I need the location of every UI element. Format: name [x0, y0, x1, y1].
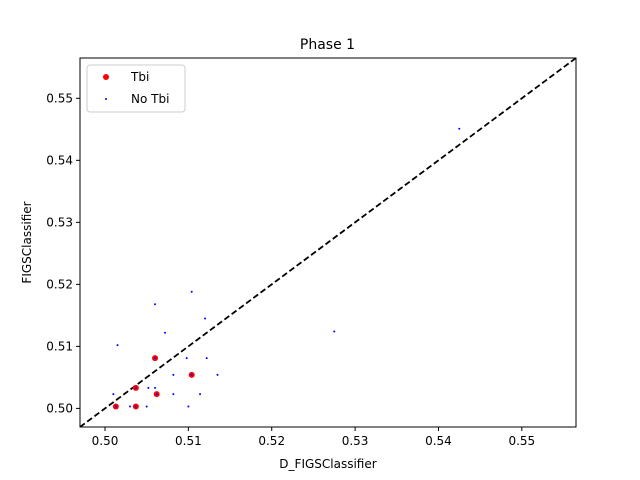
x-axis-label: D_FIGSClassifier	[279, 457, 376, 471]
point-no-tbi	[205, 357, 208, 360]
point-no-tbi	[185, 357, 188, 360]
plot-border	[79, 57, 577, 428]
point-no-tbi	[164, 331, 167, 334]
point-no-tbi	[190, 373, 193, 376]
point-no-tbi	[199, 393, 202, 396]
legend-marker-no-tbi	[105, 98, 107, 100]
x-tick-label: 0.52	[258, 434, 285, 448]
point-no-tbi	[204, 317, 207, 320]
point-no-tbi	[172, 393, 175, 396]
legend: Tbi No Tbi	[86, 64, 186, 113]
point-no-tbi	[134, 405, 137, 408]
x-axis: 0.50 0.51 0.52 0.53 0.54 0.55	[92, 427, 535, 448]
series-no-tbi	[112, 127, 461, 408]
x-tick-label: 0.51	[175, 434, 202, 448]
point-no-tbi	[147, 386, 150, 389]
point-no-tbi	[333, 330, 336, 333]
x-tick-label: 0.50	[92, 434, 119, 448]
x-tick-label: 0.53	[342, 434, 369, 448]
point-no-tbi	[154, 357, 157, 360]
y-tick-label: 0.53	[46, 215, 73, 229]
y-tick-label: 0.50	[46, 401, 73, 415]
chart-title: Phase 1	[300, 37, 355, 53]
point-no-tbi	[216, 373, 219, 376]
point-no-tbi	[172, 373, 175, 376]
point-no-tbi	[114, 405, 117, 408]
y-tick-label: 0.52	[46, 277, 73, 291]
point-no-tbi	[190, 290, 193, 293]
y-axis: 0.50 0.51 0.52 0.53 0.54 0.55	[46, 91, 80, 415]
point-no-tbi	[154, 386, 157, 389]
point-no-tbi	[134, 386, 137, 389]
x-tick-label: 0.55	[508, 434, 535, 448]
y-tick-label: 0.54	[46, 153, 73, 167]
point-no-tbi	[145, 405, 148, 408]
legend-box	[86, 64, 186, 113]
point-no-tbi	[112, 393, 115, 396]
point-no-tbi	[129, 405, 132, 408]
x-tick-label: 0.54	[425, 434, 452, 448]
legend-label-no-tbi: No Tbi	[131, 92, 169, 106]
point-no-tbi	[116, 344, 119, 347]
point-no-tbi	[155, 393, 158, 396]
legend-marker-tbi	[103, 74, 109, 80]
point-no-tbi	[458, 127, 461, 130]
y-axis-label: FIGSClassifier	[20, 201, 34, 283]
point-no-tbi	[154, 303, 157, 306]
y-tick-label: 0.51	[46, 339, 73, 353]
reference-line	[79, 57, 577, 428]
plot-area	[79, 57, 577, 428]
point-no-tbi	[187, 405, 190, 408]
y-tick-label: 0.55	[46, 91, 73, 105]
legend-label-tbi: Tbi	[130, 70, 149, 84]
